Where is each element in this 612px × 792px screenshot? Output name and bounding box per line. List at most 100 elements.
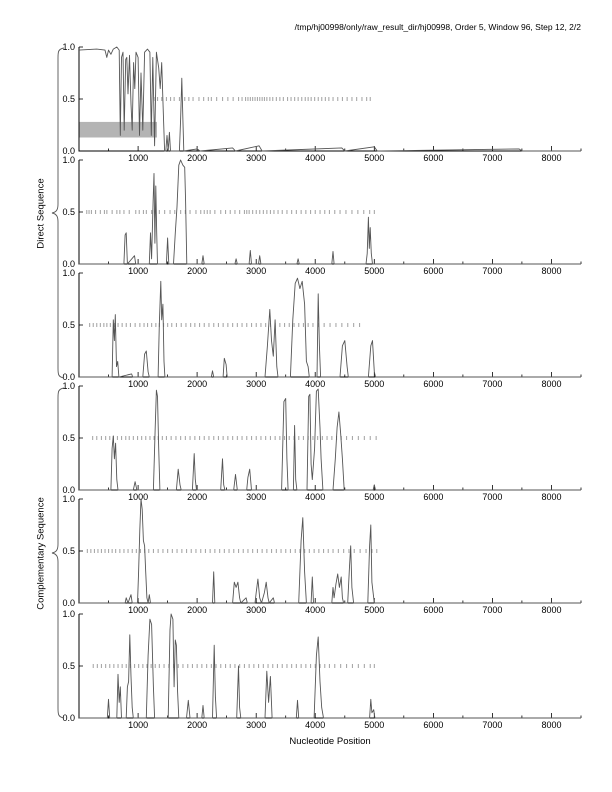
y-tick-label: 1.0 xyxy=(62,155,75,165)
codon-mark xyxy=(288,323,290,327)
codon-mark xyxy=(232,97,234,101)
probability-trace xyxy=(79,613,581,719)
x-tick-label: 5000 xyxy=(364,605,384,615)
x-tick-label: 7000 xyxy=(482,153,502,163)
codon-mark xyxy=(297,97,299,101)
codon-mark xyxy=(138,210,140,214)
codon-mark xyxy=(137,436,139,440)
codon-mark xyxy=(151,323,153,327)
codon-mark xyxy=(234,210,236,214)
codon-mark xyxy=(232,436,234,440)
probability-trace xyxy=(79,159,581,265)
codon-mark xyxy=(158,210,160,214)
y-tick-label: 1.0 xyxy=(62,609,75,619)
codon-mark xyxy=(371,549,373,553)
x-tick-label: 1000 xyxy=(128,492,148,502)
codon-mark xyxy=(298,436,300,440)
codon-mark xyxy=(321,97,323,101)
codon-mark xyxy=(317,323,319,327)
codon-mark xyxy=(196,664,198,668)
codon-mark xyxy=(115,549,117,553)
codon-mark xyxy=(134,664,136,668)
codon-mark xyxy=(369,664,371,668)
x-tick-label: 3000 xyxy=(246,153,266,163)
codon-mark xyxy=(294,549,296,553)
codon-mark xyxy=(187,664,189,668)
codon-mark xyxy=(165,97,167,101)
codon-mark xyxy=(307,323,309,327)
x-tick-label: 4000 xyxy=(305,379,325,389)
codon-mark xyxy=(216,97,218,101)
codon-mark xyxy=(247,549,249,553)
codon-mark xyxy=(93,549,95,553)
x-tick-label: 1000 xyxy=(128,153,148,163)
codon-mark xyxy=(324,664,326,668)
y-tick-label: 0.5 xyxy=(62,661,75,671)
codon-mark xyxy=(128,436,130,440)
codon-mark xyxy=(234,664,236,668)
codon-mark xyxy=(314,664,316,668)
codon-mark xyxy=(248,664,250,668)
codon-mark xyxy=(220,664,222,668)
codon-mark xyxy=(365,549,367,553)
x-tick-label: 3000 xyxy=(246,492,266,502)
x-tick-label: 2000 xyxy=(187,492,207,502)
codon-mark xyxy=(149,436,151,440)
codon-mark xyxy=(262,664,264,668)
codon-mark xyxy=(121,436,123,440)
codon-mark xyxy=(246,436,248,440)
codon-mark xyxy=(243,664,245,668)
codon-mark xyxy=(241,97,243,101)
x-tick-label: 7000 xyxy=(482,605,502,615)
x-tick-label: 7000 xyxy=(482,492,502,502)
codon-mark xyxy=(274,436,276,440)
codon-mark xyxy=(300,664,302,668)
codon-mark xyxy=(186,549,188,553)
codon-mark xyxy=(256,97,258,101)
codon-mark xyxy=(111,210,113,214)
x-tick-label: 1000 xyxy=(128,605,148,615)
x-tick-label: 1000 xyxy=(128,720,148,730)
panel-5-complementary-frame-2: 1000 2000 3000 4000 5000 6000 7000 8000 0.0 0.5 1.… xyxy=(62,494,582,615)
panel-2-direct-frame-2: 1000 2000 3000 4000 5000 6000 7000 8000 0.0 0.5 1.… xyxy=(62,155,582,276)
codon-mark xyxy=(208,436,210,440)
codon-mark xyxy=(99,210,101,214)
codon-mark xyxy=(236,323,238,327)
codon-mark xyxy=(318,549,320,553)
codon-mark xyxy=(131,549,133,553)
codon-mark xyxy=(351,97,353,101)
x-tick-label: 5000 xyxy=(364,153,384,163)
codon-mark xyxy=(353,323,355,327)
codon-mark xyxy=(310,664,312,668)
codon-mark xyxy=(291,664,293,668)
codon-mark xyxy=(194,323,196,327)
codon-mark xyxy=(177,664,179,668)
codon-mark xyxy=(228,549,230,553)
codon-mark xyxy=(145,436,147,440)
panel-1-direct-frame-1: 1000 2000 3000 4000 5000 6000 7000 8000 0.0 0.5 1.… xyxy=(62,42,582,163)
codon-mark xyxy=(276,664,278,668)
codon-mark xyxy=(175,436,177,440)
codon-mark xyxy=(337,549,339,553)
codon-mark xyxy=(195,549,197,553)
codon-mark xyxy=(357,664,359,668)
x-tick-label: 1000 xyxy=(128,379,148,389)
codon-mark xyxy=(184,436,186,440)
codon-mark xyxy=(269,210,271,214)
codon-mark xyxy=(346,97,348,101)
codon-mark xyxy=(252,97,254,101)
codon-mark xyxy=(178,97,180,101)
codon-mark xyxy=(269,436,271,440)
codon-mark xyxy=(146,664,148,668)
codon-mark xyxy=(161,436,163,440)
codon-mark xyxy=(129,323,131,327)
y-tick-label: 0.5 xyxy=(62,433,75,443)
codon-mark xyxy=(169,210,171,214)
x-tick-label: 4000 xyxy=(305,492,325,502)
codon-mark xyxy=(190,549,192,553)
codon-mark xyxy=(142,210,144,214)
x-tick-label: 2000 xyxy=(187,266,207,276)
codon-mark xyxy=(217,436,219,440)
codon-mark xyxy=(258,664,260,668)
